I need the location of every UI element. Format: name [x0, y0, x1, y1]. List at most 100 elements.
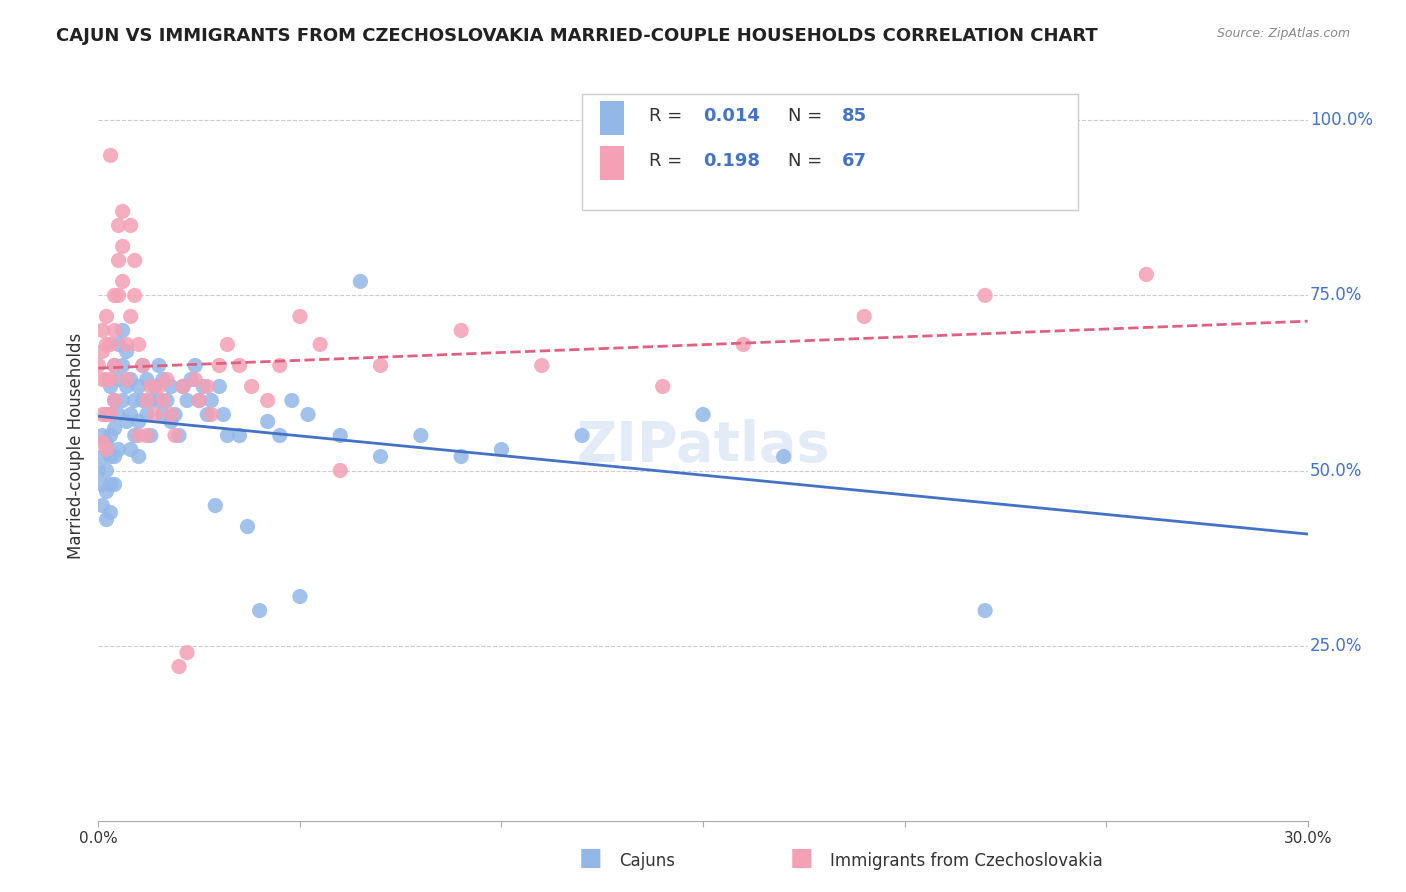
Point	[100, 337, 122, 351]
Point	[974, 603, 997, 617]
FancyBboxPatch shape	[582, 94, 1078, 210]
Point	[571, 428, 593, 442]
Point	[269, 359, 291, 373]
Text: 50.0%: 50.0%	[1310, 461, 1362, 480]
Point	[132, 393, 155, 408]
Point	[96, 337, 118, 351]
Point	[249, 603, 271, 617]
Point	[148, 359, 170, 373]
Point	[208, 359, 231, 373]
Point	[132, 359, 155, 373]
Point	[176, 393, 198, 408]
Point	[208, 379, 231, 393]
Point	[120, 372, 142, 386]
Point	[120, 219, 142, 233]
Point	[91, 435, 114, 450]
Point	[96, 435, 118, 450]
Point	[107, 442, 129, 457]
Point	[100, 148, 122, 162]
Text: N =: N =	[787, 153, 828, 170]
Point	[733, 337, 755, 351]
Point	[297, 408, 319, 422]
Point	[100, 379, 122, 393]
Point	[120, 442, 142, 457]
Point	[103, 393, 125, 408]
Point	[91, 428, 114, 442]
Point	[217, 337, 239, 351]
Point	[176, 646, 198, 660]
Point	[111, 275, 134, 289]
Point	[491, 442, 513, 457]
Text: 75.0%: 75.0%	[1310, 286, 1362, 304]
Point	[100, 372, 122, 386]
Point	[152, 393, 174, 408]
Point	[107, 288, 129, 302]
Point	[107, 408, 129, 422]
Point	[96, 512, 118, 526]
Point	[184, 359, 207, 373]
Point	[200, 408, 222, 422]
Text: N =: N =	[787, 107, 828, 125]
Text: Cajuns: Cajuns	[619, 852, 675, 870]
Point	[115, 344, 138, 359]
Point	[370, 359, 392, 373]
Point	[139, 428, 162, 442]
Point	[91, 344, 114, 359]
Point	[107, 337, 129, 351]
Text: 100.0%: 100.0%	[1310, 112, 1374, 129]
Point	[103, 450, 125, 464]
Point	[152, 372, 174, 386]
Point	[91, 477, 114, 491]
Point	[100, 477, 122, 491]
Point	[329, 428, 352, 442]
Text: 25.0%: 25.0%	[1310, 637, 1362, 655]
Point	[530, 359, 553, 373]
Point	[100, 408, 122, 422]
Point	[163, 408, 186, 422]
Point	[103, 421, 125, 435]
Point	[128, 428, 150, 442]
Point	[96, 372, 118, 386]
Point	[100, 506, 122, 520]
Text: ■: ■	[579, 846, 602, 870]
Point	[96, 408, 118, 422]
Point	[91, 499, 114, 513]
Text: Immigrants from Czechoslovakia: Immigrants from Czechoslovakia	[830, 852, 1102, 870]
Point	[195, 408, 218, 422]
FancyBboxPatch shape	[600, 102, 624, 135]
Point	[163, 428, 186, 442]
Point	[692, 408, 714, 422]
Y-axis label: Married-couple Households: Married-couple Households	[66, 333, 84, 559]
Point	[87, 359, 110, 373]
Point	[115, 379, 138, 393]
Point	[111, 239, 134, 253]
Point	[91, 408, 114, 422]
Text: 0.014: 0.014	[703, 107, 759, 125]
Point	[256, 393, 278, 408]
Point	[107, 219, 129, 233]
Point	[139, 379, 162, 393]
Point	[111, 323, 134, 337]
Point	[772, 450, 794, 464]
Text: 85: 85	[842, 107, 868, 125]
Point	[409, 428, 432, 442]
Point	[450, 450, 472, 464]
Point	[1135, 268, 1157, 282]
Point	[370, 450, 392, 464]
Point	[128, 415, 150, 429]
Point	[96, 442, 118, 457]
FancyBboxPatch shape	[600, 146, 624, 180]
Point	[96, 408, 118, 422]
Point	[156, 393, 179, 408]
Point	[115, 415, 138, 429]
Point	[281, 393, 304, 408]
Point	[128, 450, 150, 464]
Point	[111, 393, 134, 408]
Point	[124, 288, 146, 302]
Point	[103, 323, 125, 337]
Point	[172, 379, 194, 393]
Point	[349, 275, 371, 289]
Point	[103, 288, 125, 302]
Point	[167, 659, 190, 673]
Point	[853, 310, 876, 324]
